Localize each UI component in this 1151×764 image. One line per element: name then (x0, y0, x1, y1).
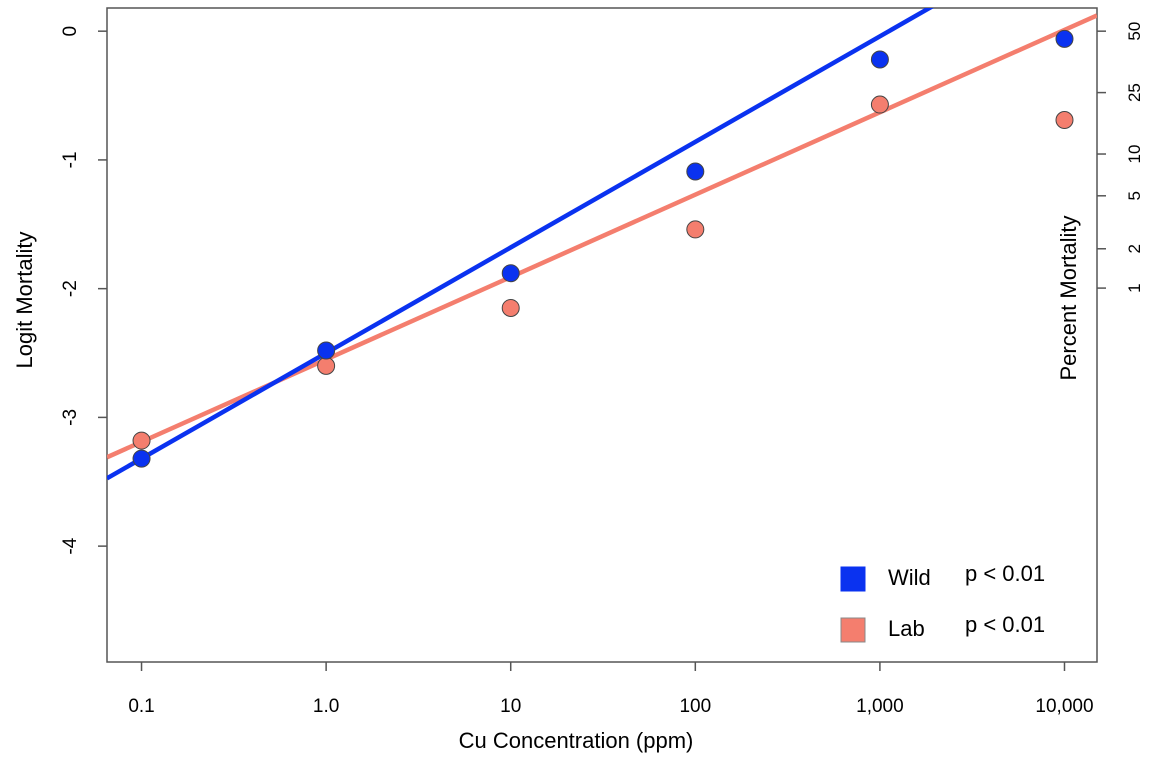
lab-point (317, 356, 336, 375)
y-axis-title: Logit Mortality (12, 232, 37, 369)
x-tick-label: 1.0 (313, 696, 339, 717)
y-tick-label: 0 (60, 26, 81, 37)
x-axis-title: Cu Concentration (ppm) (459, 728, 694, 753)
lab-legend-swatch (840, 617, 866, 643)
x-tick-label: 0.1 (128, 696, 154, 717)
y-tick-label: -3 (60, 409, 81, 426)
lab-point (1055, 111, 1074, 130)
wild-legend-swatch (840, 566, 866, 592)
right-tick-label: 25 (1125, 83, 1144, 102)
lab-point (870, 95, 889, 114)
wild-fit-line (107, 8, 934, 481)
y-tick-label: -4 (60, 537, 81, 554)
y-axis-ticks: 0 -1 -2 -3 -4 (60, 26, 107, 555)
plot-frame (106, 7, 1098, 663)
right-axis-title: Percent Mortality (1056, 215, 1081, 380)
lab-point (686, 220, 705, 239)
lab-point (132, 431, 151, 450)
y-tick-label: -1 (60, 151, 81, 168)
wild-legend-stat: p < 0.01 (965, 561, 1045, 586)
lab-point (501, 298, 520, 317)
y-tick-label: -2 (60, 280, 81, 297)
legend: Wild p < 0.01 Lab p < 0.01 (840, 561, 1045, 643)
right-tick-label: 5 (1125, 191, 1144, 200)
right-axis-ticks: 12510255075 (1097, 22, 1144, 293)
x-tick-label: 10,000 (1035, 696, 1093, 717)
right-tick-label: 10 (1125, 145, 1144, 164)
wild-legend-label: Wild (888, 565, 931, 590)
lab-legend-stat: p < 0.01 (965, 612, 1045, 637)
plot-area (107, 8, 1097, 481)
x-tick-label: 1,000 (856, 696, 904, 717)
regression-lines (107, 8, 1097, 481)
x-tick-label: 10 (500, 696, 521, 717)
wild-point (686, 162, 705, 181)
wild-point (132, 449, 151, 468)
lab-legend-label: Lab (888, 616, 925, 641)
x-tick-label: 100 (679, 696, 711, 717)
right-tick-label: 2 (1125, 244, 1144, 253)
right-tick-label: 1 (1125, 283, 1144, 292)
wild-point (1055, 29, 1074, 48)
right-tick-label: 50 (1125, 22, 1144, 41)
wild-point (870, 50, 889, 69)
wild-point (317, 341, 336, 360)
x-axis-ticks: 0.1 1.0 10 100 1,000 10,000 (128, 662, 1094, 717)
wild-point (501, 264, 520, 283)
